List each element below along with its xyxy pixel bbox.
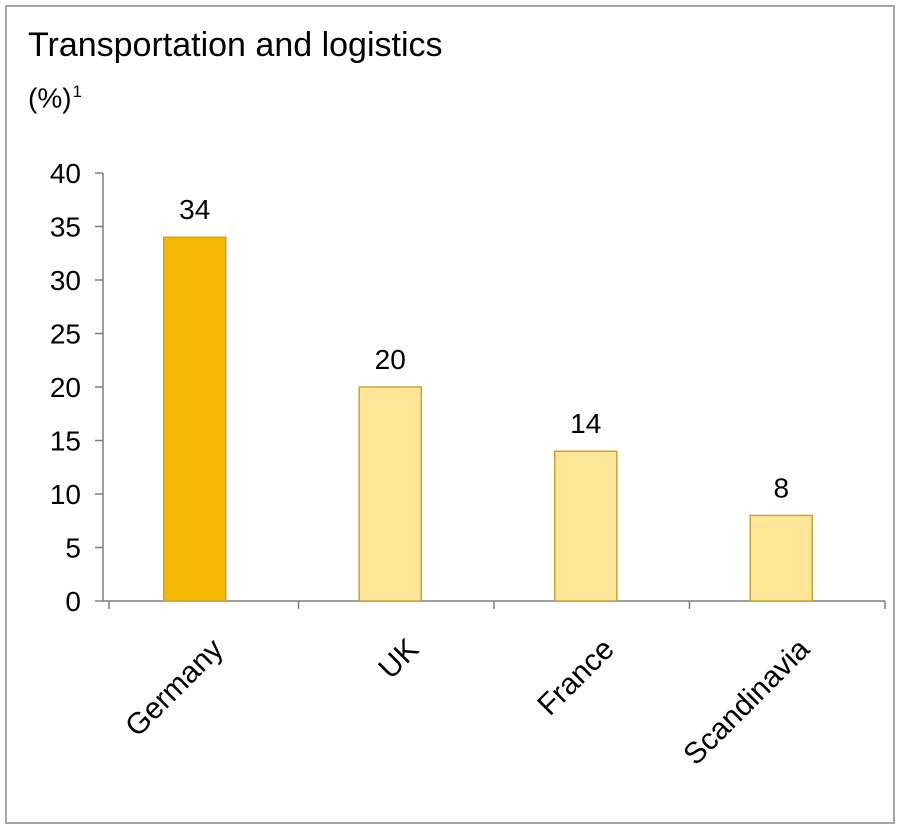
y-tick-label: 20 [50,372,81,403]
chart-title: Transportation and logistics [28,26,443,64]
data-label-germany: 34 [179,194,210,225]
bar-scandinavia [749,514,813,602]
category-label-germany: Germany [119,633,230,744]
category-label-uk: UK [372,633,425,686]
y-tick-label: 40 [50,158,81,189]
data-label-scandinavia: 8 [773,472,789,503]
data-label-uk: 20 [375,344,406,375]
unit-label: (%)1 [28,82,82,114]
category-label-france: France [531,633,620,722]
footnote-marker: 1 [72,82,83,101]
unit-text: (%) [28,82,72,114]
bar-germany [163,236,227,602]
y-tick-label: 15 [50,426,81,457]
y-tick-label: 35 [50,212,81,243]
category-label-scandinavia: Scandinavia [677,632,816,771]
y-tick-label: 25 [50,319,81,350]
y-tick-label: 5 [65,533,81,564]
y-tick-label: 10 [50,479,81,510]
chart-frame [5,5,895,824]
y-tick-label: 30 [50,265,81,296]
data-label-france: 14 [570,408,601,439]
bar-france [554,450,618,602]
bar-uk [358,386,422,602]
y-tick-label: 0 [65,586,81,617]
